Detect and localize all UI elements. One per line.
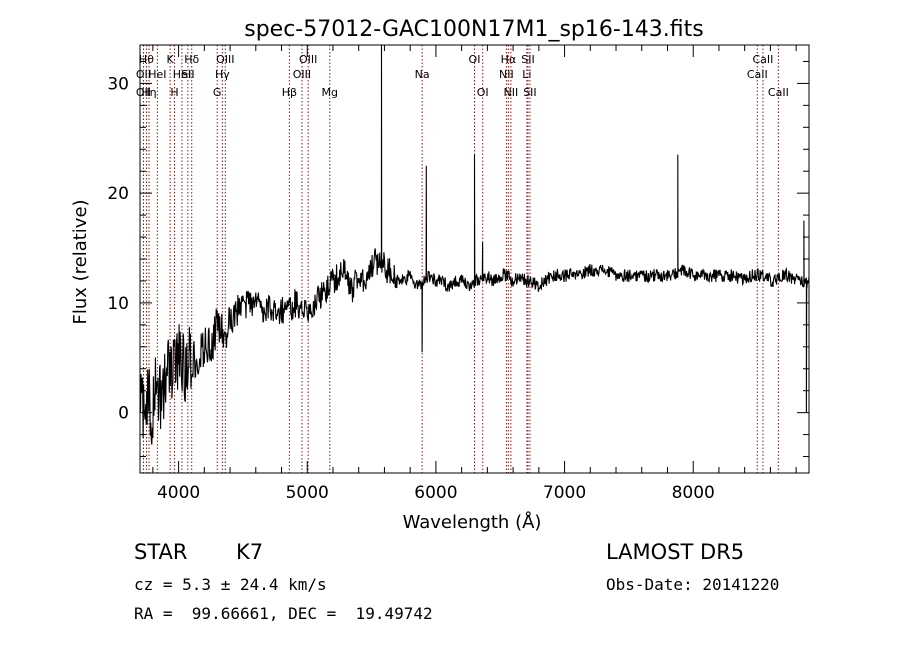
line-label-13: Hβ (282, 86, 297, 99)
line-label-19: OI (477, 86, 489, 99)
line-label-8: SII (181, 68, 194, 81)
line-label-2: Hθ (139, 53, 154, 66)
line-label-5: K (166, 53, 174, 66)
x-tick-label-4: 8000 (672, 483, 715, 503)
line-label-23: Li (522, 68, 531, 81)
line-label-28: CaII (768, 86, 789, 99)
line-label-14: OIII (293, 68, 311, 81)
x-axis-ticks: 4000 5000 6000 7000 8000 (152, 45, 797, 503)
x-tick-label-2: 6000 (414, 483, 457, 503)
line-label-25: SII (523, 86, 536, 99)
line-label-21: Hα (501, 53, 517, 66)
spectrum-series (139, 44, 810, 445)
line-label-10: G (213, 86, 222, 99)
line-label-12: OIII (216, 53, 234, 66)
line-label-16: Mg (322, 86, 338, 99)
line-label-7: HeI (173, 68, 191, 81)
y-axis-label: Flux (relative) (70, 199, 91, 324)
line-label-22: NII (504, 86, 519, 99)
line-label-11: Hγ (215, 68, 230, 81)
line-label-17: Na (415, 68, 430, 81)
y-tick-label-0: 0 (118, 404, 129, 424)
y-tick-label-2: 20 (107, 184, 129, 204)
line-label-20: NII (499, 68, 514, 81)
x-tick-label-3: 7000 (543, 483, 586, 503)
object-class: STAR (134, 540, 188, 564)
coordinates: RA = 99.66661, DEC = 19.49742 (134, 604, 433, 623)
line-label-3: Hη (141, 86, 156, 99)
line-label-18: OI (469, 53, 481, 66)
line-label-6: H (170, 86, 178, 99)
line-label-4: HeI (148, 68, 166, 81)
obs-date: Obs-Date: 20141220 (606, 575, 780, 594)
line-label-27: CaII (752, 53, 773, 66)
redshift-velocity: cz = 5.3 ± 24.4 km/s (134, 575, 327, 594)
survey-name: LAMOST DR5 (606, 540, 745, 564)
y-tick-label-1: 10 (107, 294, 129, 314)
line-label-15: OIII (299, 53, 317, 66)
line-label-24: SII (521, 53, 534, 66)
chart-title: spec-57012-GAC100N17M1_sp16-143.fits (244, 17, 704, 42)
x-tick-label-1: 5000 (286, 483, 329, 503)
y-axis-ticks: 0 10 20 30 (107, 60, 809, 458)
line-label-26: CaII (747, 68, 768, 81)
x-axis-label: Wavelength (Å) (403, 511, 542, 533)
spectrum-line (139, 44, 810, 445)
x-tick-label-0: 4000 (157, 483, 200, 503)
subclass: K7 (236, 540, 264, 564)
line-labels: OIIOIIHθHηHeIKHHeISIIHδGHγOIIIHβOIIIOIII… (136, 53, 789, 99)
emission-line-markers (142, 45, 779, 473)
y-tick-label-3: 30 (107, 74, 129, 94)
line-label-9: Hδ (184, 53, 199, 66)
